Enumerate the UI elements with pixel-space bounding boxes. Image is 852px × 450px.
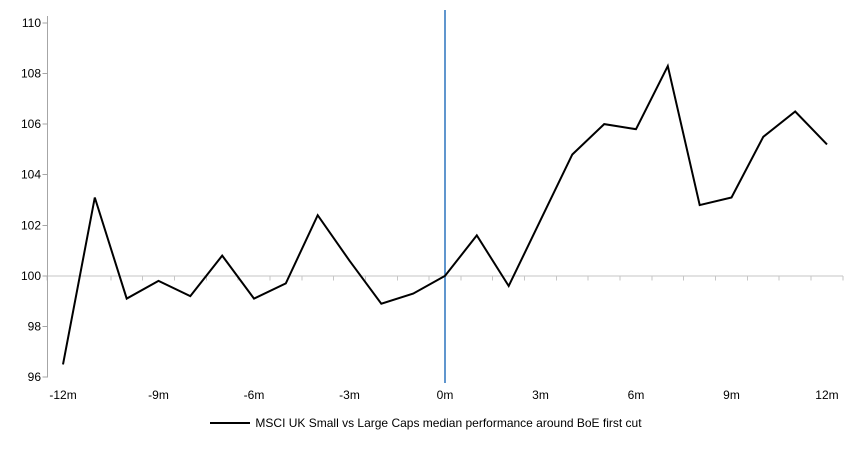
x-axis-label: -3m — [339, 388, 360, 402]
y-axis-label: 106 — [21, 117, 41, 131]
x-axis-label: 0m — [437, 388, 454, 402]
y-axis-label: 98 — [28, 319, 42, 333]
data-series-line — [62, 63, 828, 365]
x-axis-label: 9m — [723, 388, 740, 402]
y-axis-label: 102 — [21, 218, 41, 232]
y-axis-label: 100 — [21, 269, 41, 283]
legend: MSCI UK Small vs Large Caps median perfo… — [0, 415, 852, 431]
x-axis-label: -12m — [49, 388, 76, 402]
legend-line-sample — [210, 422, 251, 424]
x-axis-label: 3m — [532, 388, 549, 402]
x-axis-label: 6m — [628, 388, 645, 402]
legend-label: MSCI UK Small vs Large Caps median perfo… — [255, 416, 642, 430]
y-axis-label: 96 — [28, 370, 42, 384]
y-axis-label: 104 — [21, 168, 41, 182]
y-axis-label: 110 — [22, 16, 41, 30]
x-axis-label: 12m — [815, 388, 838, 402]
y-axis-label: 108 — [21, 67, 41, 81]
x-axis-label: -6m — [244, 388, 265, 402]
x-axis-label: -9m — [148, 388, 169, 402]
